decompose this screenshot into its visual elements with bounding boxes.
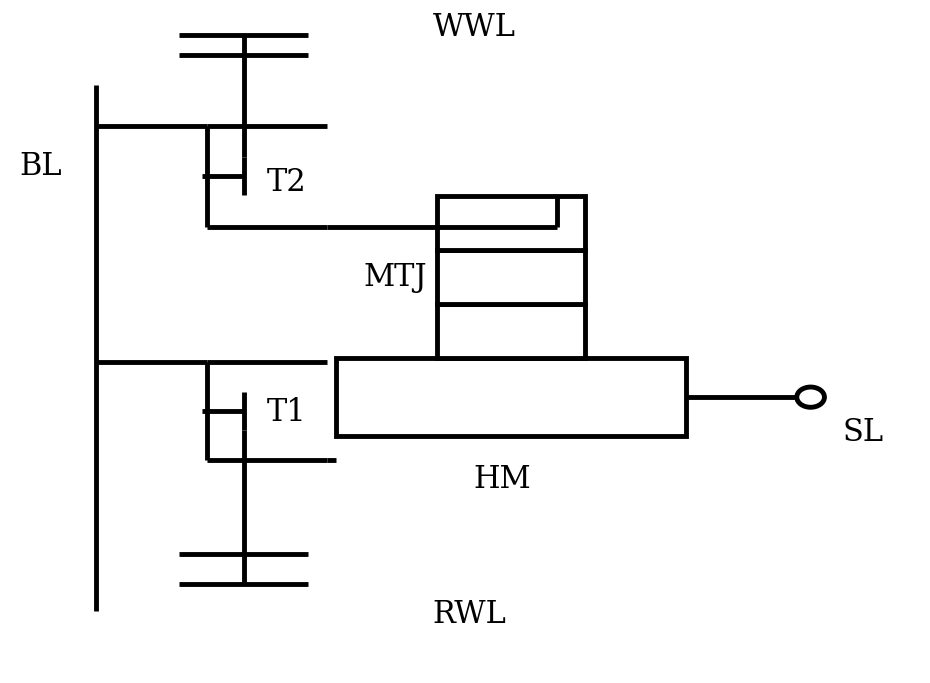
Text: T1: T1: [267, 397, 307, 428]
Text: RWL: RWL: [432, 599, 507, 630]
Text: T2: T2: [267, 167, 307, 199]
Bar: [437, 251, 585, 305]
Bar: [437, 305, 585, 359]
Bar: [437, 197, 585, 251]
Bar: [336, 359, 686, 436]
Text: MTJ: MTJ: [364, 262, 427, 293]
Text: SL: SL: [843, 417, 884, 448]
Text: WWL: WWL: [432, 12, 516, 43]
Text: BL: BL: [20, 150, 62, 182]
Text: HM: HM: [473, 464, 531, 495]
